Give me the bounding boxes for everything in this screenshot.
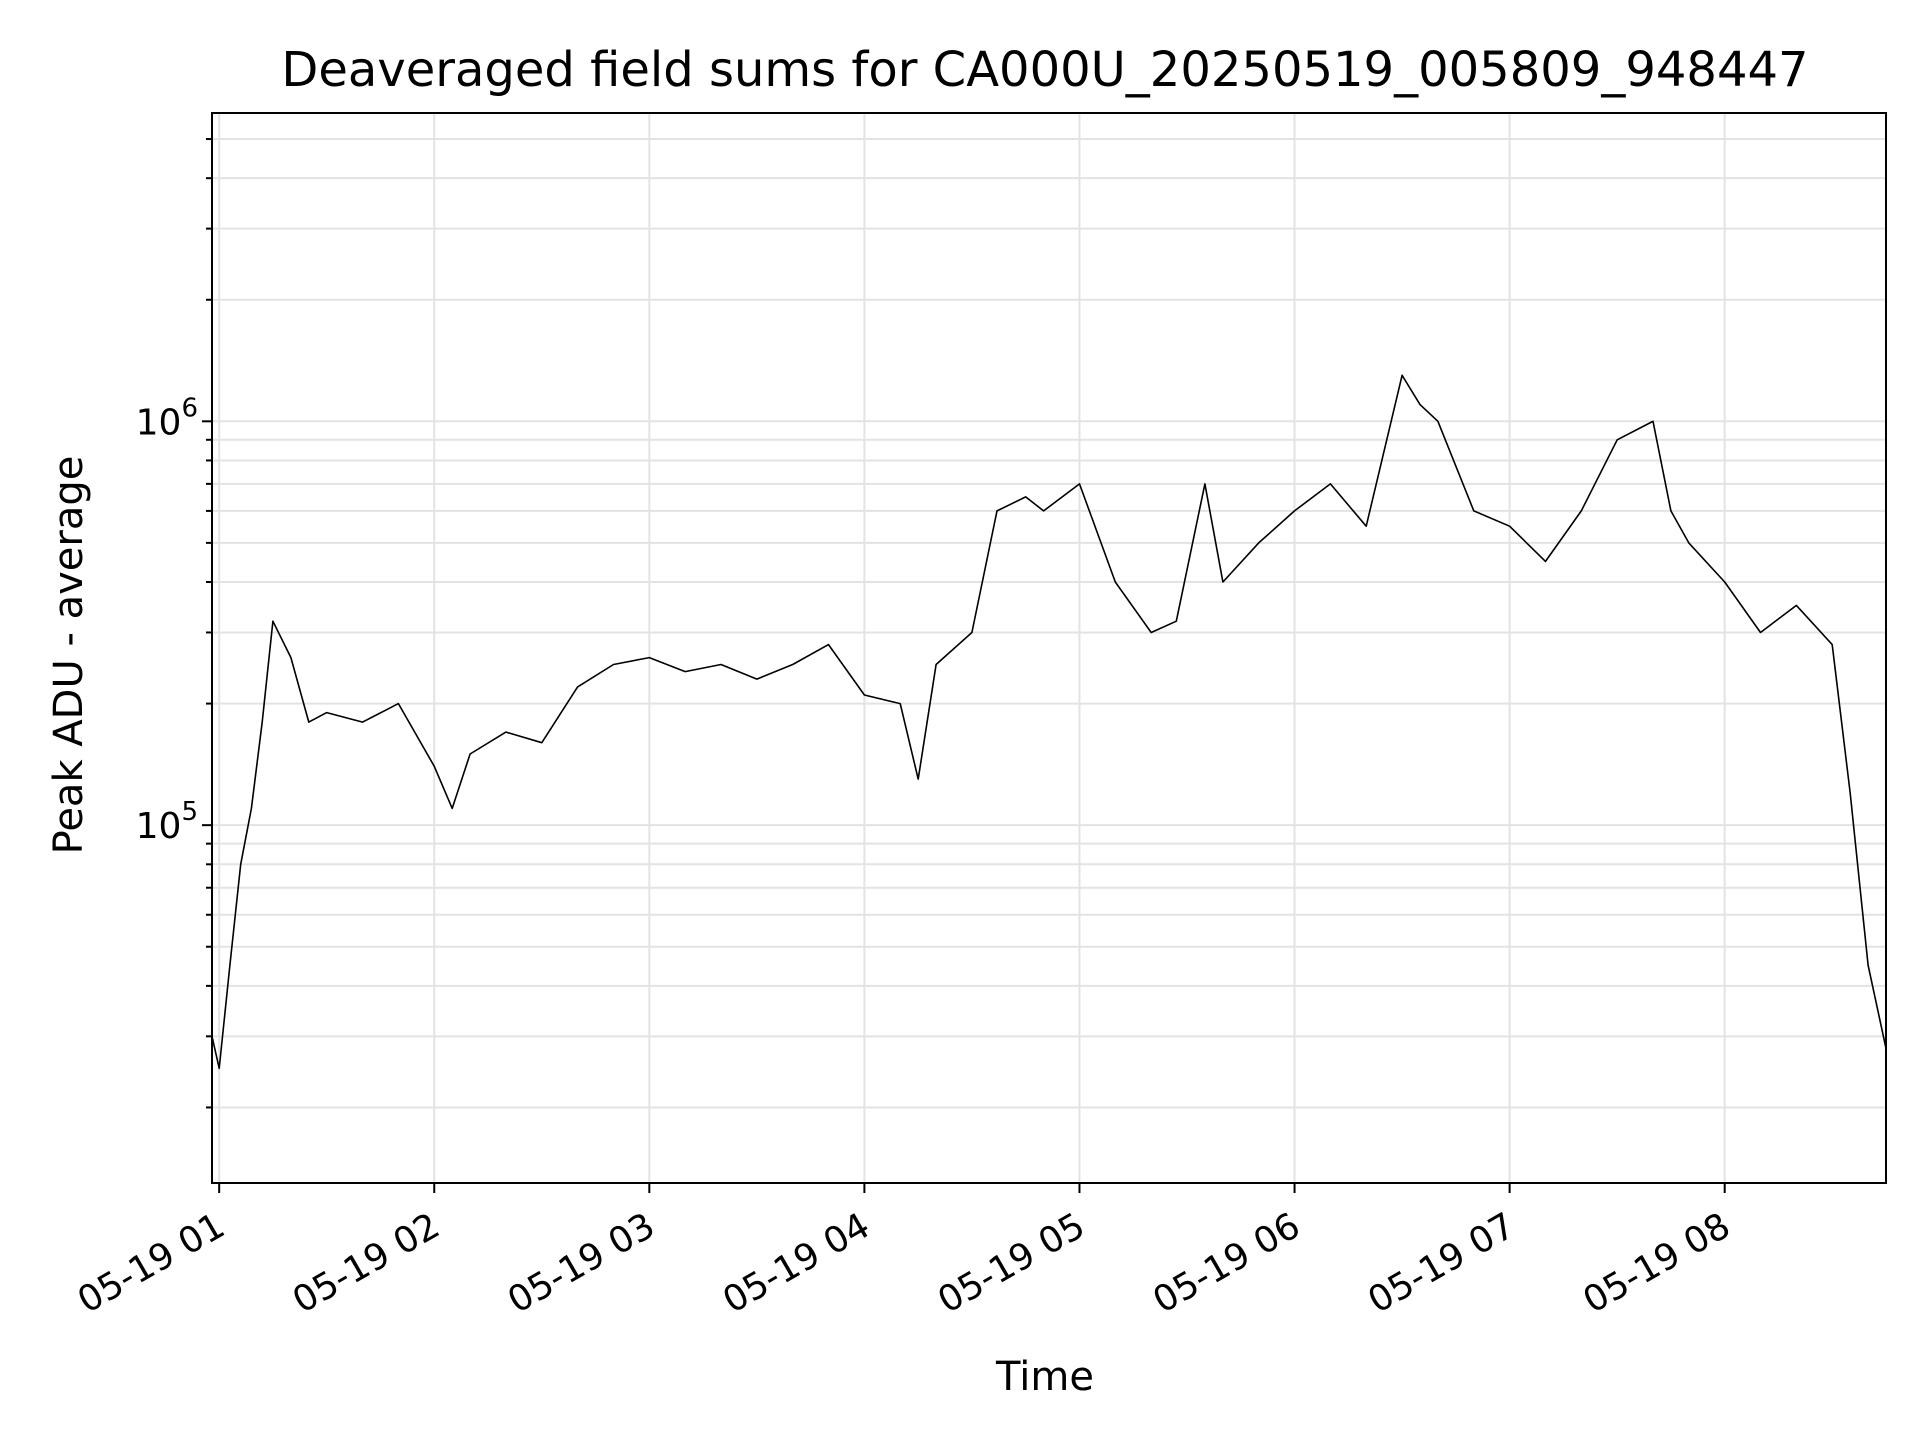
y-tick-label: 106 [136, 393, 198, 443]
plot-frame [211, 112, 1887, 1184]
series-layer [211, 374, 1887, 1070]
y-axis-label: Peak ADU - average [46, 456, 92, 855]
y-tick-label: 105 [136, 797, 198, 847]
chart-title: Deaveraged field sums for CA000U_2025051… [281, 42, 1808, 98]
grid [212, 113, 1886, 1183]
x-axis-label: Time [995, 1354, 1094, 1400]
series-line [211, 374, 1887, 1070]
